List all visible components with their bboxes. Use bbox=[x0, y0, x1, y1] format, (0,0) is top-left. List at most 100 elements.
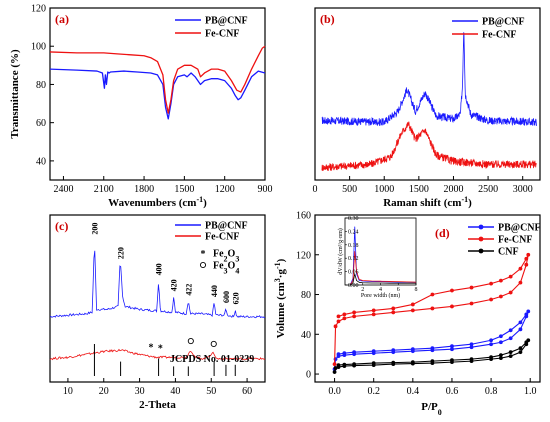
panel-d-legend-PB@CNF-swatch-marker bbox=[478, 224, 484, 230]
panel-a-legend-Fe-CNF-label: Fe-CNF bbox=[205, 29, 239, 40]
panel-d-xtick-label-0: 0.0 bbox=[328, 386, 341, 397]
panel-d-point-PB@CNF-12 bbox=[498, 340, 503, 345]
panel-c-legend-PB@CNF-label: PB@CNF bbox=[205, 221, 248, 232]
panel-d-ylabel: Volume (cm3·g-1) bbox=[273, 258, 288, 338]
panel-d-point-CNF-13 bbox=[508, 354, 513, 359]
panel-d: 0.0 0.2 0.4 0.6 0.8 1.0 0 40 80 120 160 (d) PB@CNFFe… bbox=[273, 211, 541, 417]
panel-d-point-CNF-24 bbox=[430, 359, 435, 364]
panel-d-point-Fe-CNF-18 bbox=[518, 266, 523, 271]
panel-c-xlabel: 2-Theta bbox=[139, 399, 176, 411]
panel-a: 2400 2100 1800 1500 1200 900 40 60 80 100 120 (a) PB… bbox=[9, 4, 273, 210]
panel-d-point-Fe-CNF-28 bbox=[352, 310, 357, 315]
panel-c-marker-star-1: * bbox=[158, 343, 163, 354]
panel-d-point-CNF-1 bbox=[333, 366, 338, 370]
panel-d-point-PB@CNF-14 bbox=[518, 327, 523, 332]
panel-d-point-Fe-CNF-2 bbox=[336, 319, 341, 324]
panel-d-ytick-label-4: 160 bbox=[296, 211, 311, 222]
panel-d-legend-PB@CNF-label: PB@CNF bbox=[498, 223, 541, 234]
panel-d-point-Fe-CNF-13 bbox=[508, 290, 513, 295]
panel-d-point-PB@CNF-28 bbox=[352, 350, 357, 355]
panel-d-point-CNF-19 bbox=[508, 350, 513, 355]
panel-d-point-Fe-CNF-19 bbox=[508, 274, 513, 279]
panel-d-point-Fe-CNF-24 bbox=[430, 292, 435, 297]
panel-b-xlabel: Raman shift (cm-1) bbox=[383, 195, 472, 210]
panel-d-series-CNF bbox=[334, 339, 529, 373]
panel-d-point-CNF-12 bbox=[498, 356, 503, 361]
panel-a-ytick-label-0: 40 bbox=[36, 156, 46, 167]
panel-d-legend-CNF-label: CNF bbox=[498, 247, 519, 258]
panel-d-point-Fe-CNF-10 bbox=[469, 301, 474, 306]
panel-d-point-CNF-22 bbox=[469, 357, 474, 362]
panel-d-point-PB@CNF-26 bbox=[391, 348, 396, 353]
panel-c-marker-circle-3 bbox=[210, 340, 217, 348]
panel-d-inset-xtick-label-3: 8 bbox=[415, 287, 418, 293]
panel-d-legend-CNF-swatch-marker bbox=[478, 248, 484, 254]
panel-c-peak-label-220: 220 bbox=[117, 247, 126, 259]
panel-d-inset-ytick-label-2: 0.12 bbox=[348, 256, 359, 262]
panel-d-legend-Fe-CNF-label: Fe-CNF bbox=[498, 235, 532, 246]
panel-d-inset-series-1 bbox=[349, 251, 417, 286]
panel-c-peak-label-420: 420 bbox=[170, 279, 179, 291]
panel-d-point-Fe-CNF-26 bbox=[391, 306, 396, 311]
panel-c-frame bbox=[49, 214, 266, 383]
panel-d-inset-xtick-label-2: 6 bbox=[397, 287, 400, 293]
panel-d-point-CNF-27 bbox=[371, 361, 376, 366]
panel-a-xtick-label-3: 1500 bbox=[174, 184, 194, 195]
panel-d-point-Fe-CNF-0 bbox=[332, 362, 337, 367]
panel-d-point-PB@CNF-10 bbox=[469, 345, 474, 350]
panel-c-xtick-label-1: 20 bbox=[99, 386, 109, 397]
panel-d-point-CNF-17 bbox=[524, 340, 529, 345]
panel-d-point-Fe-CNF-30 bbox=[336, 314, 341, 319]
panel-a-xtick-label-5: 900 bbox=[258, 184, 273, 195]
panel-d-point-Fe-CNF-22 bbox=[469, 285, 474, 290]
panel-d-inset-ytick-label-4: 0.24 bbox=[348, 229, 359, 235]
panel-d-point-PB@CNF-18 bbox=[518, 320, 523, 325]
panel-d-point-PB@CNF-11 bbox=[489, 342, 493, 347]
panel-b-series-PB@CNF bbox=[321, 32, 537, 126]
panel-c-peak-label-600: 600 bbox=[222, 291, 231, 303]
panel-d-point-CNF-25 bbox=[410, 360, 415, 365]
panel-d-point-Fe-CNF-6 bbox=[391, 310, 396, 315]
panel-c-marker-legend-label-0: Fe2O3 bbox=[213, 249, 239, 264]
panel-d-ytick-label-0: 0 bbox=[306, 370, 311, 381]
panel-a-xtick-label-1: 2100 bbox=[94, 184, 114, 195]
panel-a-ytick-label-1: 60 bbox=[36, 118, 46, 129]
panel-d-point-PB@CNF-21 bbox=[489, 338, 493, 343]
panel-c-peak-label-200: 200 bbox=[90, 223, 99, 235]
panel-d-point-CNF-28 bbox=[352, 362, 357, 367]
panel-d-inset-ylabel: dV/dW (cm³/g·nm) bbox=[337, 228, 344, 275]
panel-b-legend-Fe-CNF-label: Fe-CNF bbox=[482, 30, 516, 41]
panel-d-point-Fe-CNF-8 bbox=[430, 306, 435, 311]
panel-d-point-CNF-26 bbox=[391, 360, 396, 365]
panel-c-reference-label: JCPDS No. 01-0239 bbox=[170, 354, 254, 365]
panel-d-xlabel: P/P0 bbox=[421, 401, 442, 417]
panel-d-point-Fe-CNF-29 bbox=[342, 312, 347, 317]
panel-d-point-Fe-CNF-15 bbox=[524, 262, 529, 267]
panel-a-ytick-label-2: 80 bbox=[36, 80, 46, 91]
panel-d-inset-xlabel: Pore width (nm) bbox=[361, 292, 400, 299]
panel-a-series-PB@CNF bbox=[49, 68, 266, 120]
panel-b-xtick-label-2: 1000 bbox=[374, 184, 394, 195]
panel-d-point-PB@CNF-27 bbox=[371, 349, 376, 354]
panel-a-ytick-label-4: 120 bbox=[31, 4, 46, 15]
panel-c-xtick-label-4: 50 bbox=[206, 386, 216, 397]
panel-d-point-Fe-CNF-21 bbox=[489, 281, 493, 286]
panel-c-peak-label-422: 422 bbox=[184, 284, 193, 296]
panel-d-point-Fe-CNF-3 bbox=[342, 316, 347, 321]
panel-b-frame bbox=[314, 7, 541, 181]
panel-d-point-Fe-CNF-25 bbox=[410, 302, 415, 307]
panel-d-ytick-label-3: 120 bbox=[296, 250, 311, 261]
panel-d-point-PB@CNF-19 bbox=[508, 328, 513, 333]
panel-d-point-PB@CNF-25 bbox=[410, 347, 415, 352]
panel-d-label: (d) bbox=[435, 226, 450, 240]
panel-d-point-PB@CNF-23 bbox=[450, 344, 454, 349]
panel-c-series-PB@CNF bbox=[49, 250, 266, 319]
panel-d-point-Fe-CNF-12 bbox=[498, 294, 503, 299]
panel-d-inset-series-2 bbox=[350, 273, 416, 286]
panel-d-point-Fe-CNF-1 bbox=[333, 324, 338, 329]
panel-d-point-Fe-CNF-20 bbox=[498, 278, 503, 283]
panel-a-xtick-label-4: 1200 bbox=[215, 184, 235, 195]
panel-d-frame bbox=[314, 214, 541, 383]
panel-d-point-PB@CNF-20 bbox=[498, 334, 503, 339]
